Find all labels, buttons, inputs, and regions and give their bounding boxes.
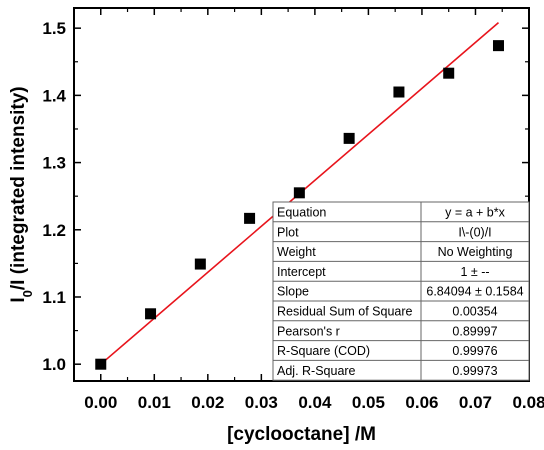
fit-results-table: Equation y = a + b*x Plot I\-(0)/I Weight No … bbox=[272, 201, 530, 381]
table-row-label: Intercept bbox=[277, 265, 326, 279]
table-row-label: Slope bbox=[277, 285, 309, 299]
table-row-value: 0.89997 bbox=[452, 324, 497, 338]
table-row-value: y = a + b*x bbox=[445, 206, 506, 220]
data-point bbox=[293, 187, 305, 199]
y-axis-title-rest: /I (integrated intensity) bbox=[8, 86, 29, 290]
data-point bbox=[343, 132, 355, 144]
table-row-label: Adj. R-Square bbox=[277, 364, 356, 378]
table-row-label: Equation bbox=[277, 206, 326, 220]
x-tick-label: 0.06 bbox=[405, 393, 438, 412]
table-row-label: Pearson's r bbox=[277, 324, 340, 338]
data-point bbox=[443, 67, 455, 79]
x-axis-title: [cyclooctane] /M bbox=[227, 424, 376, 445]
table-row-value: 0.99973 bbox=[452, 364, 497, 378]
table-row-value: 0.00354 bbox=[452, 305, 497, 319]
y-tick-label: 1.3 bbox=[42, 154, 66, 173]
table-row-value: 0.99976 bbox=[452, 344, 497, 358]
table-row-label: Plot bbox=[277, 225, 299, 239]
y-axis-title-subscript: 0 bbox=[20, 290, 35, 297]
x-tick-label: 0.04 bbox=[298, 393, 332, 412]
x-tick-label: 0.01 bbox=[138, 393, 171, 412]
y-axis-title: I0/I (integrated intensity) bbox=[8, 86, 35, 302]
y-tick-label: 1.1 bbox=[42, 288, 66, 307]
y-tick-label: 1.2 bbox=[42, 221, 66, 240]
table-row-label: Weight bbox=[277, 245, 316, 259]
x-tick-label: 0.00 bbox=[84, 393, 117, 412]
x-tick-label: 0.02 bbox=[191, 393, 224, 412]
table-row-value: 6.84094 ± 0.1584 bbox=[426, 285, 523, 299]
y-tick-label: 1.4 bbox=[42, 86, 66, 105]
data-point bbox=[95, 358, 107, 370]
table-row-label: R-Square (COD) bbox=[277, 344, 370, 358]
plot-frame bbox=[73, 7, 530, 382]
data-point bbox=[393, 86, 405, 98]
table-row-value: No Weighting bbox=[438, 245, 513, 259]
y-axis-title-main: I bbox=[8, 297, 29, 302]
x-tick-label: 0.07 bbox=[459, 393, 492, 412]
table-row-label: Residual Sum of Square bbox=[277, 305, 413, 319]
x-tick-label: 0.03 bbox=[245, 393, 278, 412]
table-background bbox=[272, 201, 530, 381]
data-point bbox=[492, 40, 504, 52]
y-tick-label: 1.5 bbox=[42, 19, 66, 38]
data-point bbox=[145, 308, 157, 320]
table-row-value: 1 ± -- bbox=[460, 265, 489, 279]
x-tick-label: 0.05 bbox=[352, 393, 385, 412]
data-point bbox=[244, 212, 256, 224]
axis-ticks-layer: 0.00 0.01 0.02 0.03 0.04 0.05 0.06 0.07 0.08 1.0 1… bbox=[42, 8, 544, 412]
data-point bbox=[194, 258, 206, 270]
y-tick-label: 1.0 bbox=[42, 355, 66, 374]
data-points-layer bbox=[95, 40, 504, 370]
table-row-value: I\-(0)/I bbox=[458, 225, 491, 239]
x-tick-label: 0.08 bbox=[512, 393, 544, 412]
